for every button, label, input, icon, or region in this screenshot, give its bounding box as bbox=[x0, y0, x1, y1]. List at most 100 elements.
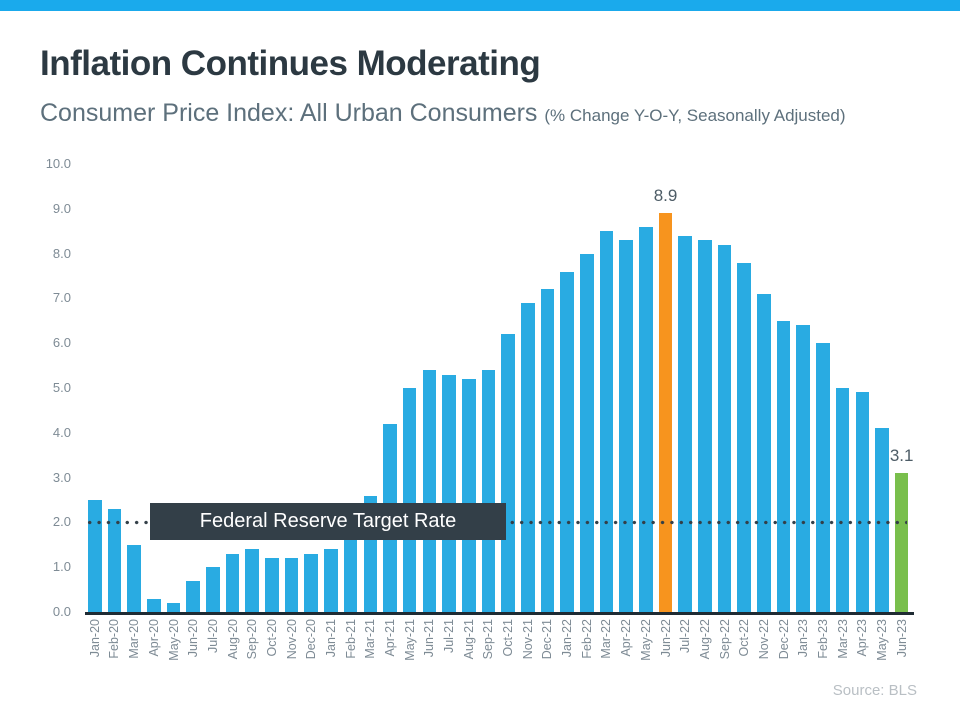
x-tick-May-23: May-23 bbox=[875, 619, 889, 661]
bar-Mar-20 bbox=[127, 544, 141, 612]
x-tick-Oct-21: Oct-21 bbox=[501, 619, 516, 657]
bar-Dec-21 bbox=[540, 289, 555, 612]
x-tick-Sep-21: Sep-21 bbox=[481, 619, 496, 660]
x-tick-Nov-21: Nov-21 bbox=[520, 619, 535, 660]
y-tick-10.0: 10.0 bbox=[45, 156, 71, 171]
x-tick-Nov-22: Nov-22 bbox=[756, 619, 771, 660]
value-label-Jun-23: 3.1 bbox=[889, 446, 914, 466]
bar-Jan-20 bbox=[88, 500, 102, 612]
x-tick-Aug-21: Aug-21 bbox=[461, 619, 476, 660]
y-tick-4.0: 4.0 bbox=[52, 424, 71, 440]
bar-May-22 bbox=[639, 226, 653, 612]
top-accent-bar bbox=[0, 0, 960, 11]
x-tick-Apr-20: Apr-20 bbox=[146, 619, 161, 657]
y-tick-5.0: 5.0 bbox=[52, 380, 71, 395]
x-tick-Nov-20: Nov-20 bbox=[284, 619, 299, 660]
x-tick-Apr-21: Apr-21 bbox=[383, 619, 397, 657]
bar-Apr-22 bbox=[619, 240, 633, 612]
x-tick-Mar-23: Mar-23 bbox=[835, 619, 850, 659]
x-tick-Jan-23: Jan-23 bbox=[796, 619, 811, 658]
bar-Mar-23 bbox=[835, 388, 850, 612]
bar-Oct-20 bbox=[265, 558, 279, 612]
x-tick-Oct-22: Oct-22 bbox=[737, 619, 752, 657]
bar-Dec-20 bbox=[304, 553, 319, 612]
x-tick-Dec-20: Dec-20 bbox=[304, 619, 319, 660]
x-tick-Jun-23: Jun-23 bbox=[894, 619, 909, 658]
bar-Jan-21 bbox=[324, 549, 338, 612]
source-credit: Source: BLS bbox=[832, 682, 917, 699]
x-tick-Feb-23: Feb-23 bbox=[815, 619, 830, 659]
x-tick-Apr-22: Apr-22 bbox=[619, 619, 634, 657]
bar-Nov-20 bbox=[284, 558, 299, 612]
bar-Feb-21 bbox=[343, 535, 358, 612]
bar-Aug-20 bbox=[225, 553, 240, 612]
bar-Nov-21 bbox=[520, 302, 535, 612]
bar-Feb-23 bbox=[816, 343, 830, 612]
value-label-Jun-22: 8.9 bbox=[653, 186, 678, 206]
subtitle-note: (% Change Y-O-Y, Seasonally Adjusted) bbox=[544, 106, 846, 125]
x-tick-Jul-22: Jul-22 bbox=[678, 619, 693, 654]
bar-Aug-22 bbox=[698, 240, 712, 612]
bar-Jan-23 bbox=[796, 325, 811, 612]
x-tick-Mar-20: Mar-20 bbox=[127, 619, 142, 659]
page-title: Inflation Continues Moderating bbox=[40, 44, 541, 83]
x-tick-Oct-20: Oct-20 bbox=[264, 619, 279, 657]
y-tick-7.0: 7.0 bbox=[52, 290, 71, 306]
bar-Nov-22 bbox=[757, 293, 771, 612]
bar-Jun-20 bbox=[186, 580, 200, 612]
fed-target-label: Federal Reserve Target Rate bbox=[199, 510, 457, 532]
bar-Apr-20 bbox=[147, 598, 161, 612]
x-axis-line bbox=[85, 612, 914, 615]
bar-Jul-22 bbox=[678, 235, 692, 612]
x-tick-Aug-22: Aug-22 bbox=[697, 619, 712, 660]
bar-Jul-21 bbox=[442, 374, 456, 612]
bar-Jul-20 bbox=[206, 567, 220, 612]
x-tick-Feb-22: Feb-22 bbox=[579, 619, 594, 659]
x-tick-Dec-21: Dec-21 bbox=[540, 619, 555, 660]
y-tick-9.0: 9.0 bbox=[52, 200, 71, 216]
x-tick-Feb-20: Feb-20 bbox=[107, 619, 122, 659]
x-tick-Jan-22: Jan-22 bbox=[560, 619, 575, 658]
bar-Feb-20 bbox=[107, 508, 122, 612]
fed-target-label-box: Federal Reserve Target Rate bbox=[150, 503, 506, 540]
x-tick-Jul-20: Jul-20 bbox=[205, 619, 220, 654]
y-tick-0.0: 0.0 bbox=[52, 604, 71, 619]
x-tick-Aug-20: Aug-20 bbox=[225, 619, 240, 660]
bar-May-20 bbox=[166, 603, 181, 612]
x-tick-Mar-21: Mar-21 bbox=[363, 619, 378, 659]
y-tick-8.0: 8.0 bbox=[52, 245, 71, 261]
x-tick-Mar-22: Mar-22 bbox=[599, 619, 614, 659]
x-tick-Jun-21: Jun-21 bbox=[422, 619, 437, 658]
x-tick-Feb-21: Feb-21 bbox=[343, 619, 358, 659]
bar-Sep-20 bbox=[245, 549, 260, 612]
bar-Sep-21 bbox=[481, 370, 496, 612]
x-tick-Jan-20: Jan-20 bbox=[87, 619, 102, 658]
bar-Oct-21 bbox=[501, 334, 515, 612]
bar-Apr-23 bbox=[855, 392, 870, 612]
bar-Mar-22 bbox=[599, 231, 614, 612]
x-tick-Sep-22: Sep-22 bbox=[717, 619, 732, 660]
x-tick-Jan-21: Jan-21 bbox=[323, 619, 338, 658]
x-tick-Dec-22: Dec-22 bbox=[776, 619, 791, 660]
subtitle-main: Consumer Price Index: All Urban Consumer… bbox=[40, 99, 538, 127]
bar-Jan-22 bbox=[560, 271, 574, 612]
bar-May-21 bbox=[402, 388, 417, 612]
chart-subtitle: Consumer Price Index: All Urban Consumer… bbox=[40, 99, 846, 128]
y-tick-6.0: 6.0 bbox=[52, 335, 71, 351]
y-tick-3.0: 3.0 bbox=[52, 469, 71, 485]
x-tick-Sep-20: Sep-20 bbox=[245, 619, 260, 660]
x-tick-May-20: May-20 bbox=[166, 619, 181, 661]
bar-Feb-22 bbox=[580, 253, 594, 612]
bar-Jun-21 bbox=[422, 370, 437, 612]
bar-Oct-22 bbox=[737, 262, 752, 612]
bar-Aug-21 bbox=[461, 379, 476, 612]
y-tick-2.0: 2.0 bbox=[52, 514, 71, 530]
bar-Jun-23 bbox=[894, 473, 909, 612]
x-tick-Jun-22: Jun-22 bbox=[658, 619, 673, 658]
x-tick-May-21: May-21 bbox=[402, 619, 417, 661]
y-tick-1.0: 1.0 bbox=[52, 559, 71, 575]
x-tick-May-22: May-22 bbox=[638, 619, 653, 661]
x-tick-Apr-23: Apr-23 bbox=[855, 619, 870, 657]
bar-Dec-22 bbox=[776, 320, 791, 612]
